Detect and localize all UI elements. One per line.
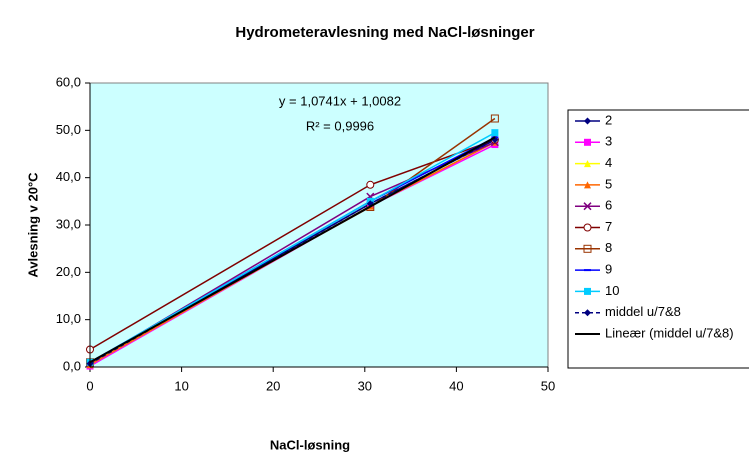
legend-label: 5 — [605, 176, 612, 191]
y-tick-label: 10,0 — [56, 311, 81, 326]
y-axis-label: Avlesning v 20°C — [25, 172, 40, 278]
legend-label: 4 — [605, 155, 612, 170]
legend-marker — [583, 244, 592, 253]
legend-label: middel u/7&8 — [605, 304, 681, 319]
legend — [567, 109, 749, 369]
x-tick-label: 10 — [174, 378, 188, 393]
legend-marker — [584, 138, 591, 146]
y-tick-label: 0,0 — [63, 358, 81, 373]
legend-marker — [584, 287, 591, 295]
r-squared: R² = 0,9996 — [306, 118, 374, 133]
marker — [490, 114, 499, 123]
legend-label: 9 — [605, 262, 612, 277]
legend-label: 7 — [605, 219, 612, 234]
x-tick-label: 30 — [358, 378, 372, 393]
legend-label: Lineær (middel u/7&8) — [605, 325, 734, 340]
legend-marker — [584, 117, 591, 125]
equation: y = 1,0741x + 1,0082 — [279, 93, 401, 108]
y-tick-label: 30,0 — [56, 216, 81, 231]
x-tick-label: 20 — [266, 378, 280, 393]
chart-title: Hydrometeravlesning med NaCl-løsninger — [235, 24, 534, 41]
legend-marker — [583, 223, 592, 232]
y-tick-label: 40,0 — [56, 169, 81, 184]
legend-label: 2 — [605, 112, 612, 127]
legend-label: 6 — [605, 198, 612, 213]
legend-label: 3 — [605, 134, 612, 149]
x-axis-label: NaCl-løsning — [270, 437, 350, 452]
y-tick-label: 20,0 — [56, 264, 81, 279]
legend-marker — [584, 181, 591, 189]
legend-marker — [583, 202, 592, 211]
marker — [366, 180, 375, 189]
legend-marker — [584, 309, 591, 317]
legend-label: 8 — [605, 240, 612, 255]
x-tick-label: 50 — [541, 378, 555, 393]
y-tick-label: 60,0 — [56, 74, 81, 89]
x-tick-label: 0 — [86, 378, 93, 393]
series-line — [89, 136, 496, 364]
x-tick-label: 40 — [449, 378, 463, 393]
marker — [491, 129, 499, 137]
legend-label: 10 — [605, 283, 619, 298]
legend-marker — [584, 160, 591, 168]
y-tick-label: 50,0 — [56, 122, 81, 137]
